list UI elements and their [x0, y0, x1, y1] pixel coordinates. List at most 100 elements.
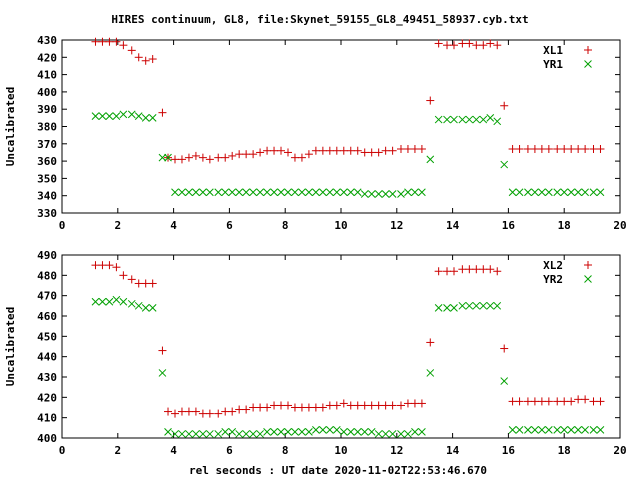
data-point-yr1	[531, 188, 539, 197]
data-point-yr2	[360, 428, 369, 436]
data-point-yr1	[249, 188, 257, 197]
data-point-yr2	[458, 301, 467, 310]
data-point-yr1	[339, 188, 348, 197]
data-point-xl1	[353, 146, 362, 155]
data-point-xl2	[581, 395, 590, 404]
data-point-xl2	[458, 265, 467, 274]
data-point-xl2	[388, 401, 397, 410]
data-point-xl2	[374, 401, 383, 410]
data-point-xl2	[360, 401, 369, 410]
data-point-yr1	[105, 112, 114, 120]
data-point-yr2	[465, 301, 474, 310]
data-point-xl2	[434, 267, 443, 276]
data-point-xl1	[127, 46, 136, 55]
data-point-yr2	[388, 430, 397, 438]
data-point-xl1	[332, 146, 341, 155]
data-point-yr2	[325, 426, 334, 434]
data-point-xl1	[410, 144, 419, 153]
data-point-xl2	[367, 401, 376, 410]
data-point-yr2	[486, 301, 495, 310]
data-point-xl2	[560, 397, 569, 406]
x-tick-label: 12	[390, 219, 403, 232]
data-point-yr1	[134, 112, 143, 120]
data-point-xl1	[381, 146, 390, 155]
data-point-yr2	[192, 430, 200, 438]
data-point-xl1	[553, 144, 562, 153]
data-point-yr1	[141, 113, 150, 122]
data-point-yr1	[397, 190, 405, 198]
data-point-xl1	[388, 146, 397, 155]
data-point-xl2	[443, 267, 452, 276]
data-point-xl2	[205, 409, 214, 418]
data-point-xl2	[98, 261, 107, 270]
data-point-xl2	[283, 401, 292, 410]
data-point-yr1	[450, 115, 458, 124]
data-point-yr1	[411, 188, 419, 197]
data-point-xl2	[105, 261, 114, 270]
data-point-yr2	[284, 428, 292, 436]
data-point-xl1	[581, 144, 590, 153]
panel-bottom: 0 2 4 6 8 10 12 14 16 18 20 400 410 420 430 440 450 460 47…	[4, 249, 627, 457]
x-tick-label: 20	[613, 219, 626, 232]
legend-label-xl2: XL2	[543, 259, 563, 272]
data-point-xl2	[449, 267, 458, 276]
legend-marker-xl2	[584, 261, 592, 269]
data-point-yr2	[367, 428, 376, 436]
data-point-xl2	[311, 403, 320, 412]
data-point-yr2	[500, 377, 509, 385]
data-point-xl1	[458, 39, 467, 48]
data-point-yr1	[353, 188, 362, 197]
data-point-yr2	[589, 426, 598, 434]
data-point-xl2	[410, 399, 419, 408]
data-point-xl1	[148, 55, 157, 64]
chart-title: HIRES continuum, GL8, file:Skynet_59155_…	[111, 13, 528, 26]
data-point-xl2	[297, 403, 306, 412]
data-point-xl1	[472, 41, 481, 50]
data-point-xl2	[553, 397, 562, 406]
data-point-yr2	[158, 369, 167, 377]
data-point-yr1	[305, 188, 313, 197]
data-point-yr2	[164, 428, 172, 436]
data-point-yr2	[397, 430, 405, 438]
data-point-yr2	[418, 428, 426, 436]
data-point-yr2	[178, 430, 186, 438]
x-tick-label: 16	[502, 219, 516, 232]
data-point-yr1	[185, 188, 193, 197]
data-point-yr1	[312, 188, 320, 197]
data-point-xl2	[177, 407, 186, 416]
data-point-yr1	[178, 188, 186, 197]
data-point-xl1	[184, 153, 193, 162]
data-point-yr2	[531, 426, 539, 434]
data-point-yr2	[249, 430, 257, 438]
data-point-xl2	[148, 279, 157, 288]
data-point-xl1	[560, 144, 569, 153]
y-tick-label: 420	[37, 391, 57, 404]
data-point-yr2	[199, 430, 207, 438]
data-point-xl1	[270, 146, 279, 155]
y-tick-label: 430	[37, 371, 57, 384]
data-point-xl1	[596, 144, 605, 153]
y-tick-label: 360	[37, 155, 57, 168]
x-tick-label: 4	[170, 444, 177, 457]
y-tick-label: 420	[37, 51, 57, 64]
y-tick-label: 400	[37, 432, 57, 445]
data-point-yr2	[515, 426, 524, 434]
data-point-yr2	[214, 430, 223, 438]
data-point-yr2	[450, 304, 458, 312]
x-tick-label: 6	[226, 444, 233, 457]
data-point-xl2	[426, 338, 435, 347]
data-point-yr1	[493, 117, 502, 126]
data-point-xl2	[479, 265, 488, 274]
data-point-yr1	[171, 188, 179, 197]
data-point-xl2	[567, 397, 576, 406]
data-point-yr1	[553, 188, 562, 197]
data-point-yr2	[119, 297, 128, 306]
data-point-xl2	[523, 397, 532, 406]
data-point-yr1	[472, 115, 481, 124]
data-point-xl2	[486, 265, 495, 274]
data-point-xl2	[270, 401, 279, 410]
data-point-xl1	[360, 148, 369, 157]
data-point-yr2	[112, 295, 121, 304]
data-point-xl1	[574, 144, 583, 153]
